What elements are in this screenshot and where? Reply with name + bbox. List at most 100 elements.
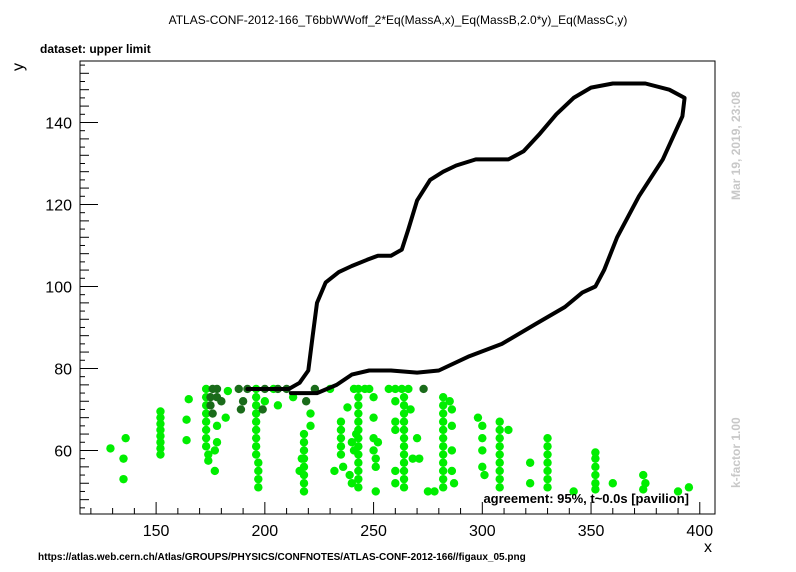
- green-point: [447, 446, 457, 455]
- green-point: [478, 462, 487, 472]
- green-point: [343, 403, 352, 412]
- x-tick-label: 200: [251, 523, 278, 540]
- green-point: [438, 433, 448, 443]
- plot-frame: [79, 60, 716, 515]
- x-tick-labels: 150 200 250 300 350 400: [143, 523, 713, 540]
- green-point: [495, 433, 504, 443]
- y-tick-labels: 60 80 100 120 140: [45, 115, 72, 460]
- green-point: [399, 417, 409, 426]
- green-point: [223, 386, 233, 396]
- green-point: [212, 438, 222, 447]
- green-point: [354, 433, 363, 443]
- y-tick-label: 120: [45, 197, 72, 214]
- green-point: [354, 483, 363, 492]
- green-point: [391, 425, 400, 435]
- green-point: [156, 438, 165, 447]
- green-point: [251, 442, 261, 451]
- green-point: [299, 429, 309, 439]
- green-point: [156, 425, 165, 435]
- green-point: [371, 454, 380, 463]
- green-point: [423, 487, 433, 496]
- k-factor-label: k-factor 1.00: [729, 417, 743, 488]
- green-point: [212, 421, 222, 431]
- green-point: [371, 462, 380, 472]
- green-point: [495, 425, 504, 435]
- green-point: [204, 456, 213, 465]
- green-point: [478, 446, 487, 455]
- green-point: [478, 433, 487, 443]
- green-point: [495, 450, 504, 459]
- green-point: [399, 474, 409, 484]
- green-point: [347, 438, 357, 447]
- green-point: [354, 450, 363, 459]
- x-tick-label: 250: [360, 523, 387, 540]
- green-point: [251, 450, 261, 459]
- green-point: [543, 483, 552, 492]
- green-point: [354, 458, 363, 467]
- green-point: [495, 474, 504, 484]
- x-tick-label: 400: [686, 523, 713, 540]
- green-point: [336, 417, 346, 426]
- green-point: [182, 415, 191, 424]
- green-point: [591, 479, 600, 488]
- green-point: [495, 458, 504, 467]
- dark-green-point: [212, 384, 222, 394]
- green-point: [354, 401, 363, 410]
- green-point: [445, 397, 454, 406]
- green-point: [371, 487, 380, 496]
- green-point: [438, 425, 448, 435]
- green-point: [543, 466, 552, 476]
- green-point: [591, 470, 600, 480]
- series-layer: [106, 81, 694, 496]
- green-point: [391, 384, 400, 394]
- dark-green-point: [301, 397, 311, 406]
- dark-green-point: [206, 401, 215, 410]
- green-point: [406, 405, 415, 414]
- x-axis-label: x: [704, 539, 712, 556]
- green-point: [354, 417, 363, 426]
- y-tick-label: 100: [45, 279, 72, 296]
- green-point: [254, 458, 263, 467]
- green-point: [299, 487, 309, 496]
- x-tick-label: 150: [143, 523, 170, 540]
- green-point: [354, 392, 363, 402]
- green-point: [273, 401, 283, 410]
- green-point: [156, 407, 165, 416]
- green-point: [438, 401, 448, 410]
- timestamp-label: Mar 19, 2019, 23:08: [729, 91, 743, 200]
- green-point: [299, 454, 309, 463]
- green-point: [399, 409, 409, 418]
- green-point: [438, 474, 448, 484]
- green-point: [543, 442, 552, 451]
- exclusion-contour: [245, 81, 687, 396]
- green-point: [543, 433, 552, 443]
- green-point: [201, 409, 211, 418]
- green-point: [639, 485, 648, 494]
- dark-green-point: [208, 409, 217, 418]
- green-point: [336, 433, 346, 443]
- green-point: [412, 433, 422, 443]
- dark-green-point: [206, 392, 215, 402]
- green-point: [184, 395, 193, 404]
- green-point: [478, 421, 487, 431]
- dark-green-point: [217, 397, 226, 406]
- green-point: [495, 417, 504, 426]
- green-point: [345, 470, 354, 480]
- green-point: [495, 483, 504, 492]
- green-point: [251, 409, 261, 418]
- green-point: [210, 466, 220, 476]
- green-point: [438, 442, 448, 451]
- green-point: [254, 483, 263, 492]
- dark-green-point: [236, 405, 246, 414]
- green-point: [543, 458, 552, 467]
- green-point: [684, 483, 694, 492]
- green-point: [397, 384, 407, 394]
- green-point: [365, 384, 374, 394]
- green-point: [373, 438, 383, 447]
- green-point: [399, 483, 409, 492]
- y-tick-label: 140: [45, 115, 72, 132]
- green-point: [408, 454, 417, 463]
- green-point: [336, 442, 346, 451]
- chart-title: ATLAS-CONF-2012-166_T6bbWWoff_2*Eq(MassA…: [169, 13, 628, 27]
- dark-green-point: [234, 384, 243, 394]
